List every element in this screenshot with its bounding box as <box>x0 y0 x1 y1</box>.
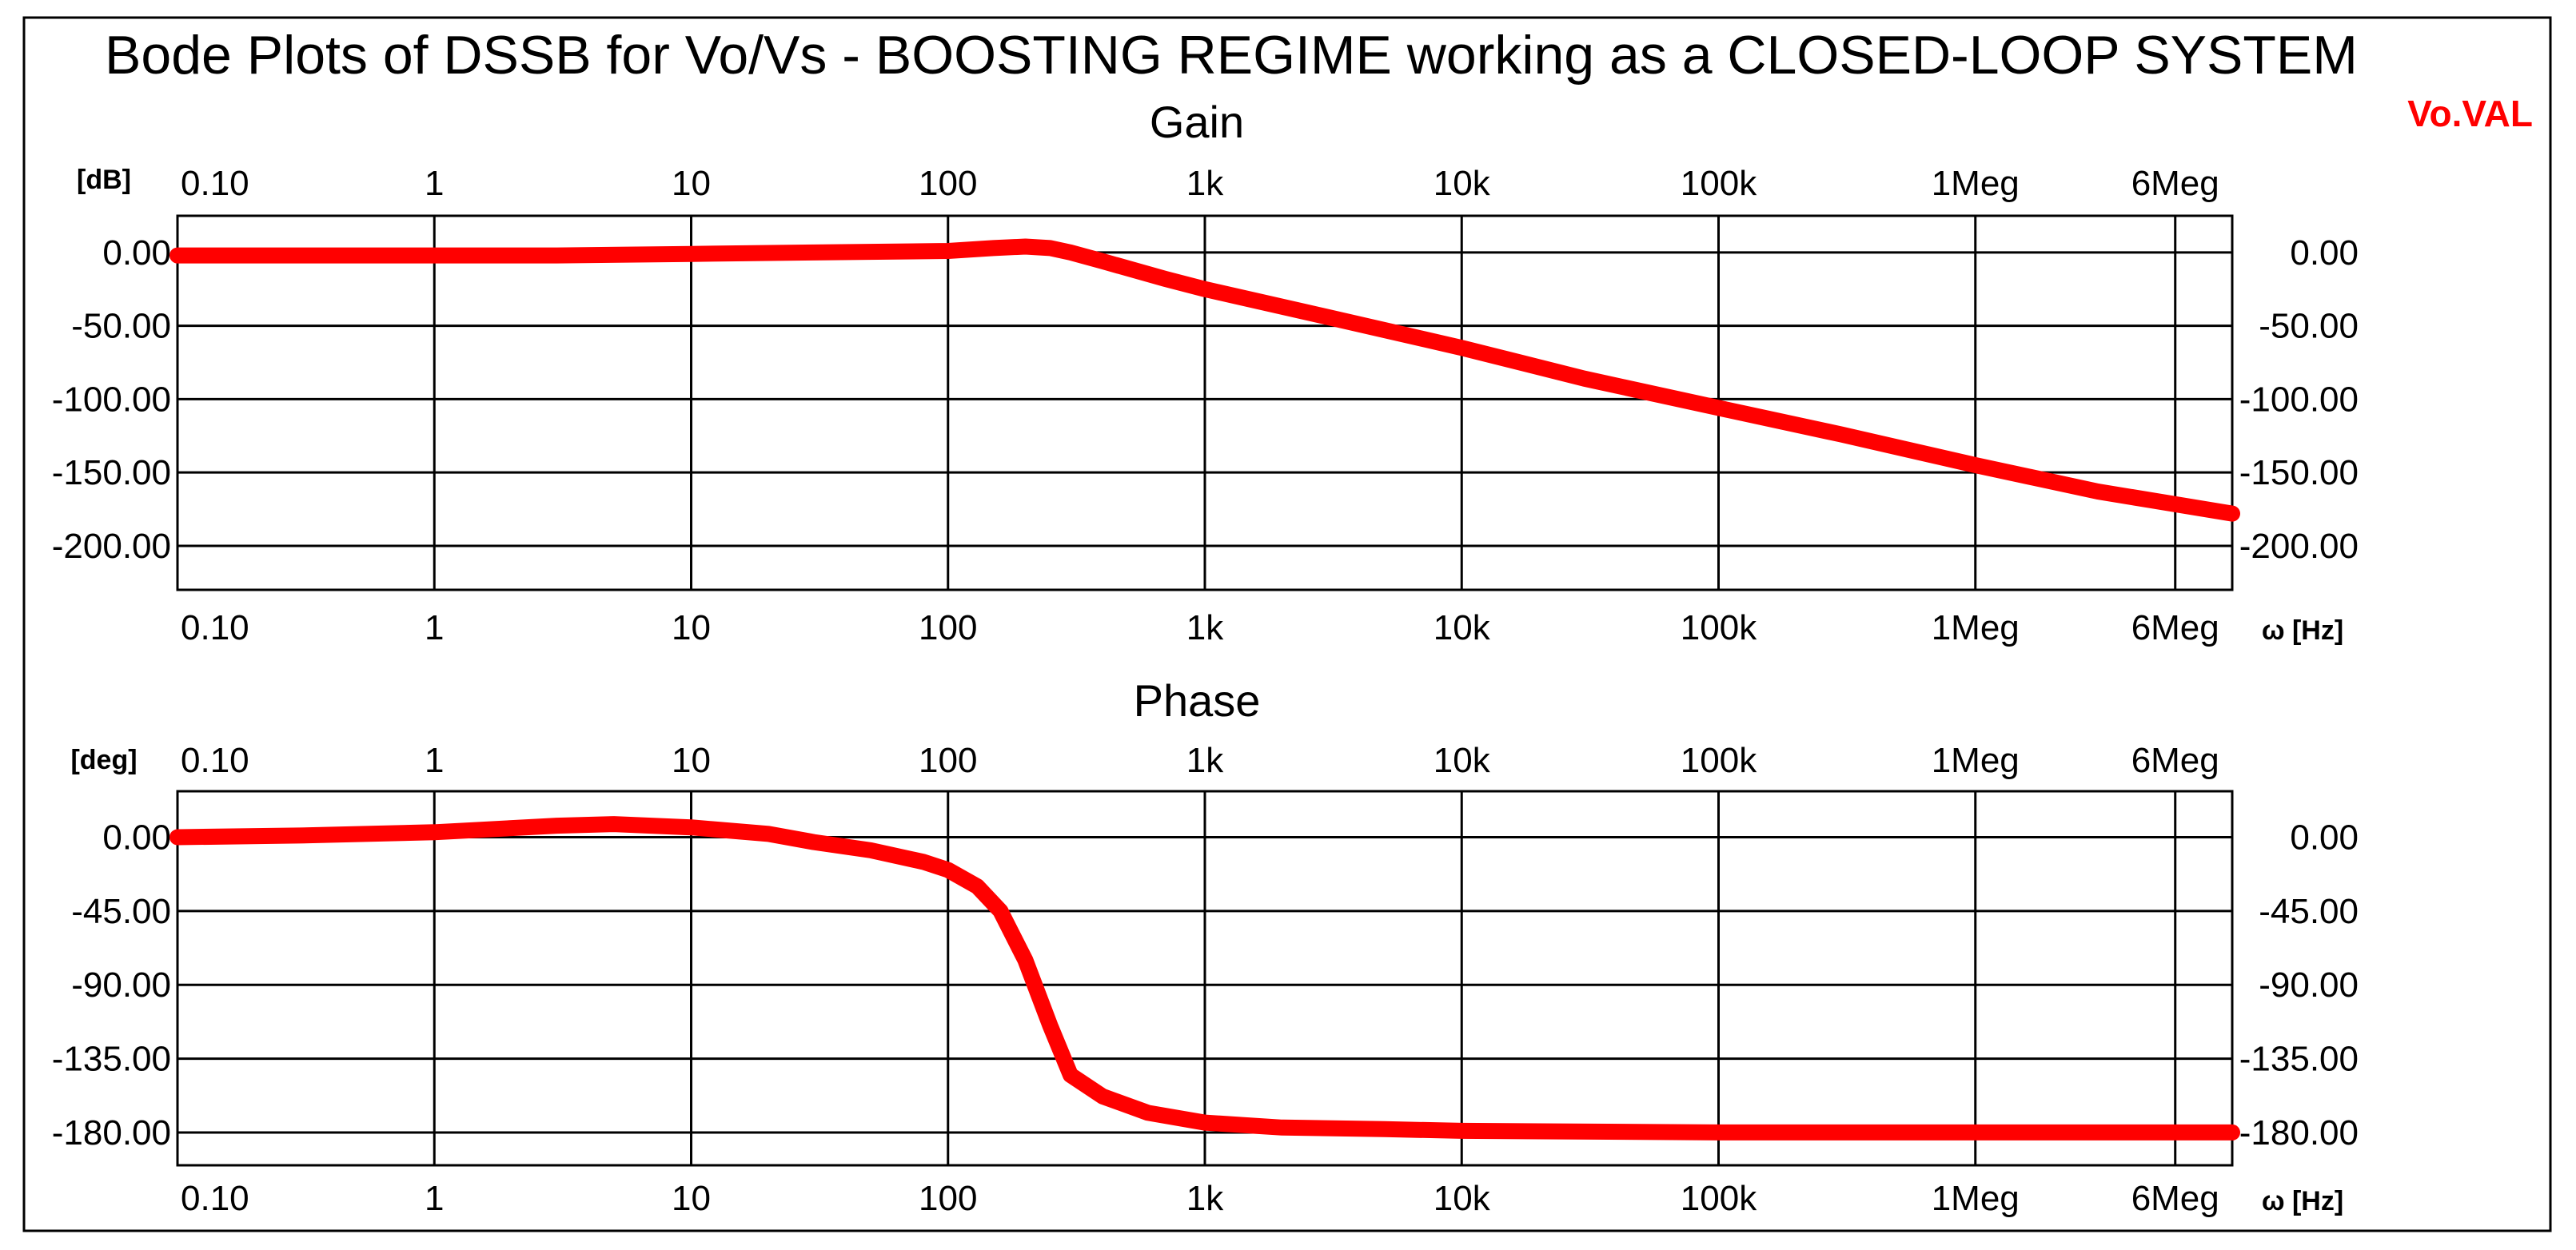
phase-x-tick-label-bottom: 0.10 <box>181 1179 249 1218</box>
phase-x-tick-label-bottom: 6Meg <box>2131 1179 2219 1218</box>
phase-y-tick-label-left: -135.00 <box>52 1040 171 1079</box>
figure-border <box>22 16 2552 1232</box>
gain-x-tick-label-top: 10k <box>1434 164 1491 203</box>
phase-x-tick-label-bottom: 1k <box>1186 1179 1224 1218</box>
gain-y-tick-label-left: 0.00 <box>102 233 171 273</box>
phase-y-tick-label-right: 0.00 <box>2290 818 2359 857</box>
phase-y-tick-label-right: -90.00 <box>2259 965 2359 1005</box>
phase-x-tick-label-top: 10k <box>1434 741 1491 780</box>
phase-y-tick-label-left: 0.00 <box>102 818 171 857</box>
gain-x-tick-label-bottom: 0.10 <box>181 608 249 647</box>
gain-x-unit-label: ω [Hz] <box>2262 615 2343 646</box>
phase-y-tick-label-right: -45.00 <box>2259 892 2359 931</box>
legend-label: Vo.VAL <box>2407 93 2533 134</box>
phase-x-unit-label: ω [Hz] <box>2262 1186 2343 1216</box>
phase-x-tick-label-bottom: 1Meg <box>1932 1179 2020 1218</box>
gain-x-tick-label-bottom: 10 <box>672 608 711 647</box>
gain-y-tick-label-right: -100.00 <box>2239 380 2359 419</box>
gain-x-tick-label-bottom: 1k <box>1186 608 1224 647</box>
gain-y-tick-label-right: -150.00 <box>2239 453 2359 492</box>
phase-y-tick-label-right: -180.00 <box>2239 1113 2359 1152</box>
gain-x-tick-label-bottom: 1Meg <box>1932 608 2020 647</box>
gain-x-tick-label-top: 1k <box>1186 164 1224 203</box>
phase-x-tick-label-top: 0.10 <box>181 741 249 780</box>
phase-series-line <box>169 816 2240 1141</box>
gain-y-tick-label-right: 0.00 <box>2290 233 2359 273</box>
gain-x-tick-label-top: 1Meg <box>1932 164 2020 203</box>
phase-x-tick-label-top: 10 <box>672 741 711 780</box>
gain-x-tick-label-top: 100 <box>919 164 977 203</box>
gain-y-tick-label-right: -200.00 <box>2239 527 2359 566</box>
gain-plot: Gain [dB] 0.10 0.10 1 1 10 10 100 100 1k 1k 10k 10k 10… <box>52 97 2359 647</box>
phase-x-tick-label-top: 1 <box>425 741 444 780</box>
phase-x-tick-label-bottom: 100 <box>919 1179 977 1218</box>
phase-x-tick-label-bottom: 1 <box>425 1179 444 1218</box>
phase-x-tick-label-top: 100k <box>1681 741 1757 780</box>
gain-series-line <box>169 238 2240 522</box>
gain-y-tick-label-left: -50.00 <box>71 307 171 346</box>
phase-x-tick-label-bottom: 10 <box>672 1179 711 1218</box>
gain-x-tick-label-bottom: 1 <box>425 608 444 647</box>
figure-title: Bode Plots of DSSB for Vo/Vs - BOOSTING … <box>105 25 2358 86</box>
phase-y-tick-label-left: -180.00 <box>52 1113 171 1152</box>
phase-x-tick-label-top: 1Meg <box>1932 741 2020 780</box>
gain-x-tick-label-bottom: 6Meg <box>2131 608 2219 647</box>
gain-x-tick-label-top: 0.10 <box>181 164 249 203</box>
gain-y-tick-label-left: -150.00 <box>52 453 171 492</box>
gain-x-tick-label-top: 100k <box>1681 164 1757 203</box>
gain-subtitle: Gain <box>1150 97 1244 147</box>
phase-y-tick-label-left: -90.00 <box>71 965 171 1005</box>
gain-x-tick-label-bottom: 100 <box>919 608 977 647</box>
gain-x-tick-label-bottom: 10k <box>1434 608 1491 647</box>
phase-x-tick-label-top: 6Meg <box>2131 741 2219 780</box>
gain-y-tick-label-left: -100.00 <box>52 380 171 419</box>
gain-x-tick-label-bottom: 100k <box>1681 608 1757 647</box>
phase-subtitle: Phase <box>1134 675 1261 726</box>
phase-y-tick-label-right: -135.00 <box>2239 1040 2359 1079</box>
phase-x-tick-label-bottom: 10k <box>1434 1179 1491 1218</box>
phase-y-tick-label-left: -45.00 <box>71 892 171 931</box>
gain-y-tick-label-left: -200.00 <box>52 527 171 566</box>
gain-x-tick-label-top: 1 <box>425 164 444 203</box>
phase-y-unit-label: [deg] <box>70 745 137 775</box>
gain-y-unit-label: [dB] <box>77 165 131 195</box>
phase-x-tick-label-bottom: 100k <box>1681 1179 1757 1218</box>
phase-x-tick-label-top: 100 <box>919 741 977 780</box>
phase-plot: Phase [deg] 0.10 0.10 1 1 10 10 100 100 1k 1k 10k 10k… <box>52 675 2359 1218</box>
phase-x-tick-label-top: 1k <box>1186 741 1224 780</box>
gain-x-tick-label-top: 10 <box>672 164 711 203</box>
gain-y-tick-label-right: -50.00 <box>2259 307 2359 346</box>
gain-x-tick-label-top: 6Meg <box>2131 164 2219 203</box>
